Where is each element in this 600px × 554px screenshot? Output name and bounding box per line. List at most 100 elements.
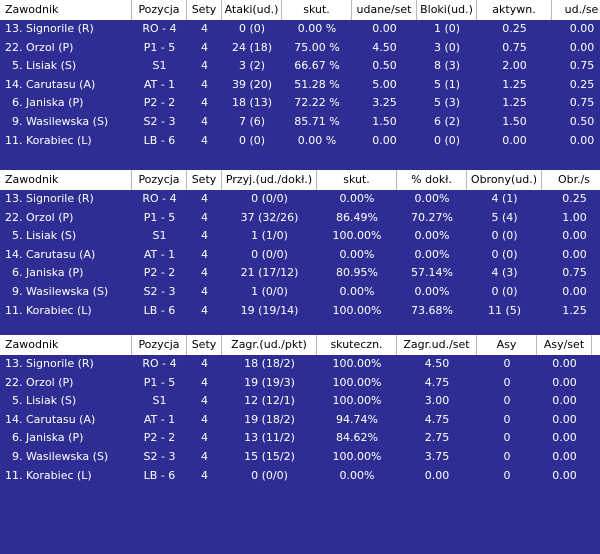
player-name: 14. Carutasu (A) [5, 247, 96, 261]
stat-cell: P2 - 2 [143, 431, 176, 445]
stat-cell: 70.27% [411, 210, 453, 224]
stat-cell: 4 [201, 412, 208, 426]
stat-cell: 18 (18/2) [244, 357, 295, 370]
player-name: 22. Orzol (P) [5, 375, 74, 389]
column-header: skut. [282, 0, 352, 20]
column-header: Sety [187, 0, 222, 20]
player-name: 14. Carutasu (A) [5, 412, 96, 426]
column-header: Zawodnik [0, 335, 132, 355]
stat-cell: 2.75 [424, 431, 450, 445]
column-header: Zagr.(ud./pkt) [222, 335, 317, 355]
stat-cell: P1 - 5 [143, 375, 176, 389]
player-row: 13. Signorile (R) RO - 4 4 18 (18/2) 100.00%… [0, 355, 600, 374]
player-row: 9. Wasilewska (S) S2 - 3 4 1 (0/0) 0.00% 0.00… [0, 283, 600, 302]
player-row: 22. Orzol (P) P1 - 5 4 19 (19/3) 100.00% 4.75… [0, 374, 600, 393]
stat-cell: 0.75 [569, 96, 595, 110]
stat-cell: RO - 4 [142, 357, 177, 370]
stat-cell: 4 [201, 59, 208, 73]
stat-cell: 4.75 [424, 412, 450, 426]
player-row: 5. Lisiak (S) S1 4 1 (1/0) 100.00% 0.00% 0 (0)… [0, 227, 600, 246]
stat-cell: P2 - 2 [143, 266, 176, 280]
stat-cell: 4 [201, 229, 208, 243]
column-header: ud./se [552, 0, 600, 20]
stat-cell: 1.50 [502, 114, 527, 128]
stat-cell: 1 (0) [433, 22, 461, 35]
stat-cell: 0.75 [569, 59, 595, 73]
stat-cell: 0 (0/0) [251, 468, 288, 482]
player-name: 9. Wasilewska (S) [12, 114, 109, 128]
stat-cell: 0.25 [502, 22, 527, 35]
column-header: Sety [187, 170, 222, 190]
stat-cell: 0.00% [339, 192, 375, 205]
stat-cell: 66.67 % [294, 59, 340, 73]
stat-cell: 39 (20) [231, 77, 273, 91]
stat-cell: 0.00 [552, 375, 577, 389]
stat-cell: 1.25 [502, 96, 527, 110]
stat-cell: 85.71 % [294, 114, 340, 128]
stat-cell: 0.00 % [297, 22, 337, 35]
stat-cell: LB - 6 [143, 468, 176, 482]
player-name: 11. Korabiec (L) [5, 468, 92, 482]
stat-cell: 0.00 [552, 357, 577, 370]
stat-cell: 4 [201, 114, 208, 128]
stat-cell: 4 [201, 303, 208, 317]
stat-cell: 100.00% [332, 394, 382, 408]
stat-cell: 6 (2) [433, 114, 461, 128]
stat-cell: 0.00 [562, 247, 587, 261]
player-name: 14. Carutasu (A) [5, 77, 96, 91]
player-row: 11. Korabiec (L) LB - 6 4 19 (19/14) 100.00%… [0, 302, 600, 321]
player-name: 22. Orzol (P) [5, 210, 74, 224]
stat-cell: 4 [201, 40, 208, 54]
stat-cell: 51.28 % [294, 77, 340, 91]
stat-cell: 0.00% [414, 192, 450, 205]
stat-cell: S1 [152, 394, 167, 408]
stat-cell: 0.50 [569, 114, 595, 128]
column-header: Obrony(ud.) [467, 170, 542, 190]
stat-cell: 3.00 [424, 394, 450, 408]
column-header: Obr./s [542, 170, 600, 190]
stat-cell: 4 [201, 133, 208, 147]
stat-cell: 3 (2) [238, 59, 266, 73]
stat-cell: 4.50 [372, 40, 397, 54]
column-header: aktywn. [477, 0, 552, 20]
stat-cell: 4 [201, 77, 208, 91]
stat-cell: 100.00% [332, 375, 382, 389]
player-name: 11. Korabiec (L) [5, 133, 92, 147]
player-row: 5. Lisiak (S) S1 4 3 (2) 66.67 % 0.50 8 (3) 2.0… [0, 57, 600, 76]
stat-cell: 0.00 [569, 22, 595, 35]
header-row: Zawodnik Pozycja Sety Zagr.(ud./pkt) skutecz… [0, 335, 600, 355]
stat-cell: 0.00 [552, 431, 577, 445]
player-name: 5. Lisiak (S) [12, 59, 77, 73]
stat-cell: 75.00 % [294, 40, 340, 54]
stat-cell: 1.25 [562, 303, 587, 317]
player-row: 13. Signorile (R) RO - 4 4 0 (0) 0.00 % 0.00 1… [0, 20, 600, 39]
stat-cell: 8 (3) [433, 59, 461, 73]
stat-cell: 84.62% [336, 431, 378, 445]
stat-cell: 0.00% [414, 247, 450, 261]
column-header-filler [592, 335, 600, 355]
stat-cell: S2 - 3 [143, 284, 176, 298]
stat-cell: 0 (0) [491, 284, 518, 298]
stat-cell: 0 (0/0) [251, 247, 288, 261]
stat-cell: 0.00% [414, 284, 450, 298]
stat-cell: 0 [503, 468, 511, 482]
stat-cell: 0.00% [339, 247, 375, 261]
stat-cell: 4 [201, 22, 208, 35]
stat-cell: 4 [201, 449, 208, 463]
stat-cell: 100.00% [332, 303, 382, 317]
player-row: 5. Lisiak (S) S1 4 12 (12/1) 100.00% 3.00 0 0.0… [0, 392, 600, 411]
stat-cell: 57.14% [411, 266, 453, 280]
stat-cell: P1 - 5 [143, 210, 176, 224]
stat-cell: 0.00 [569, 133, 595, 147]
stat-cell: 0 (0/0) [251, 192, 288, 205]
stat-cell: 1 (0/0) [251, 284, 288, 298]
stat-cell: 0 (0) [491, 247, 518, 261]
stat-cell: 19 (19/14) [240, 303, 299, 317]
stat-cell: 0.00 [502, 133, 527, 147]
stat-cell: 80.95% [336, 266, 378, 280]
stat-cell: 0 (0) [238, 133, 266, 147]
stat-cell: P2 - 2 [143, 96, 176, 110]
player-name: 9. Wasilewska (S) [12, 284, 109, 298]
stat-cell: 21 (17/12) [240, 266, 299, 280]
player-row: 14. Carutasu (A) AT - 1 4 0 (0/0) 0.00% 0.00%… [0, 246, 600, 265]
